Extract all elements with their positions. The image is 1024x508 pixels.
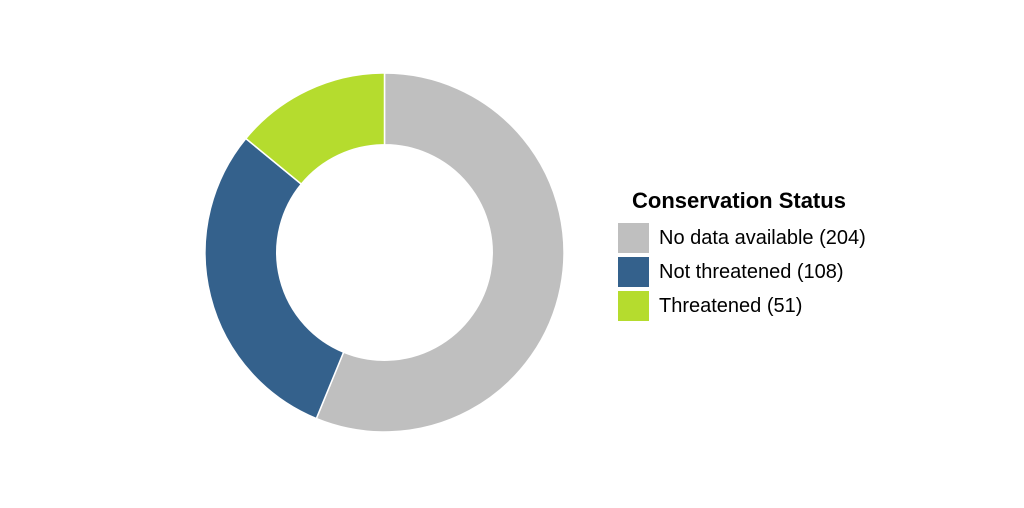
legend-items: No data available (204) Not threatened (1… — [618, 223, 866, 321]
donut-segment-threatened — [244, 72, 386, 186]
legend-swatch — [618, 291, 649, 321]
legend-label: Not threatened (108) — [659, 260, 844, 283]
legend-label: No data available (204) — [659, 226, 866, 249]
legend-item-threatened: Threatened (51) — [618, 291, 866, 321]
donut-segment-no-data-available — [315, 72, 565, 433]
donut-segment-not-threatened — [204, 137, 345, 420]
legend-label: Threatened (51) — [659, 294, 803, 317]
legend-swatch — [618, 223, 649, 253]
legend-item-no-data-available: No data available (204) — [618, 223, 866, 253]
legend-item-not-threatened: Not threatened (108) — [618, 257, 866, 287]
legend-title: Conservation Status — [632, 188, 846, 213]
legend-swatch — [618, 257, 649, 287]
legend: Conservation Status No data available (2… — [618, 188, 866, 321]
